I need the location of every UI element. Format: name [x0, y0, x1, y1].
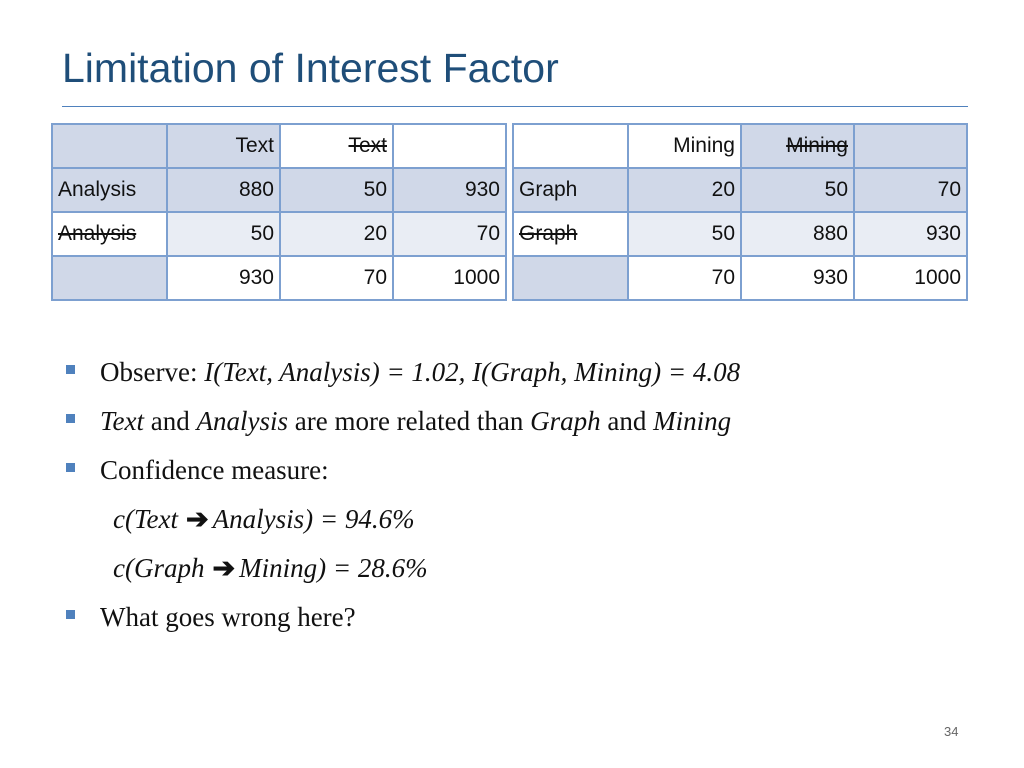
table-cell	[51, 255, 168, 301]
negated-label: Analysis	[58, 222, 137, 245]
square-bullet-icon	[66, 414, 75, 423]
table-header-row: Text Text	[51, 123, 507, 169]
table-cell: 70	[392, 211, 507, 257]
bullet-question: What goes wrong here?	[62, 595, 982, 644]
connector-text: and	[144, 406, 197, 436]
interest-formula: I(Text, Analysis) = 1.02, I(Graph, Minin…	[204, 357, 741, 387]
table-cell: 930	[392, 167, 507, 213]
term-text: Text	[100, 406, 145, 436]
table-cell: Text	[166, 123, 281, 169]
table-cell: 1000	[392, 255, 507, 301]
table-row: 930 70 1000	[51, 255, 507, 301]
right-arrow-icon: ➔	[212, 553, 236, 583]
table-cell: 50	[279, 167, 394, 213]
table-cell: 880	[740, 211, 855, 257]
bullet-text: Text and Analysis are more related than …	[100, 399, 731, 443]
table-cell: 50	[627, 211, 742, 257]
table-cell	[51, 123, 168, 169]
table-cell: 70	[627, 255, 742, 301]
square-bullet-icon	[66, 463, 75, 472]
square-bullet-icon	[66, 365, 75, 374]
bullet-text: What goes wrong here?	[100, 602, 356, 632]
table-row: Analysis 50 20 70	[51, 211, 507, 257]
table-cell: 930	[853, 211, 968, 257]
table-cell: 70	[853, 167, 968, 213]
table-cell	[392, 123, 507, 169]
negated-label: Mining	[786, 134, 848, 157]
table-cell: 930	[740, 255, 855, 301]
negated-label: Text	[348, 134, 387, 157]
table-cell: Graph	[512, 167, 629, 213]
table-cell: 20	[279, 211, 394, 257]
table-cell: 930	[166, 255, 281, 301]
connector-text: are more related than	[288, 406, 531, 436]
confidence-formula-text-analysis: c(Text ➔ Analysis) = 94.6%	[62, 497, 982, 546]
bullet-related: Text and Analysis are more related than …	[62, 399, 982, 448]
table-row: Graph 50 880 930	[512, 211, 968, 257]
bullet-text: Observe: I(Text, Analysis) = 1.02, I(Gra…	[100, 350, 740, 394]
table-cell: 1000	[853, 255, 968, 301]
table-cell: Graph	[512, 211, 629, 257]
table-cell: 50	[740, 167, 855, 213]
formula-lhs: c(Text	[113, 504, 178, 534]
table-cell: Analysis	[51, 211, 168, 257]
table-cell	[512, 123, 629, 169]
bullet-observe: Observe: I(Text, Analysis) = 1.02, I(Gra…	[62, 350, 982, 399]
table-cell	[512, 255, 629, 301]
title-divider	[62, 106, 968, 107]
negated-label: Graph	[519, 222, 578, 245]
term-analysis: Analysis	[196, 406, 289, 436]
table-header-row: Mining Mining	[512, 123, 968, 169]
term-graph: Graph	[530, 406, 601, 436]
table-cell	[853, 123, 968, 169]
table-row: 70 930 1000	[512, 255, 968, 301]
table-cell: Mining	[740, 123, 855, 169]
table-cell: Mining	[627, 123, 742, 169]
bullet-list: Observe: I(Text, Analysis) = 1.02, I(Gra…	[62, 350, 982, 644]
table-cell: 20	[627, 167, 742, 213]
term-mining: Mining	[653, 406, 732, 436]
formula-rhs: Analysis) = 94.6%	[212, 504, 415, 534]
contingency-table-graph-mining: Mining Mining Graph 20 50 70 Graph 50 88…	[512, 123, 968, 301]
table-row: Analysis 880 50 930	[51, 167, 507, 213]
square-bullet-icon	[66, 610, 75, 619]
page-number: 34	[944, 724, 959, 739]
confidence-formula-graph-mining: c(Graph ➔ Mining) = 28.6%	[62, 546, 982, 595]
bullet-lead: Observe:	[100, 357, 205, 387]
table-cell: 880	[166, 167, 281, 213]
bullet-text: Confidence measure:	[100, 455, 329, 485]
table-cell: Text	[279, 123, 394, 169]
connector-text: and	[600, 406, 654, 436]
right-arrow-icon: ➔	[185, 504, 209, 534]
formula-lhs: c(Graph	[113, 553, 205, 583]
slide-title: Limitation of Interest Factor	[62, 45, 559, 91]
table-cell: Analysis	[51, 167, 168, 213]
bullet-confidence: Confidence measure:	[62, 448, 982, 497]
table-cell: 50	[166, 211, 281, 257]
formula-rhs: Mining) = 28.6%	[239, 553, 428, 583]
table-cell: 70	[279, 255, 394, 301]
contingency-table-text-analysis: Text Text Analysis 880 50 930 Analysis 5…	[51, 123, 507, 301]
table-row: Graph 20 50 70	[512, 167, 968, 213]
